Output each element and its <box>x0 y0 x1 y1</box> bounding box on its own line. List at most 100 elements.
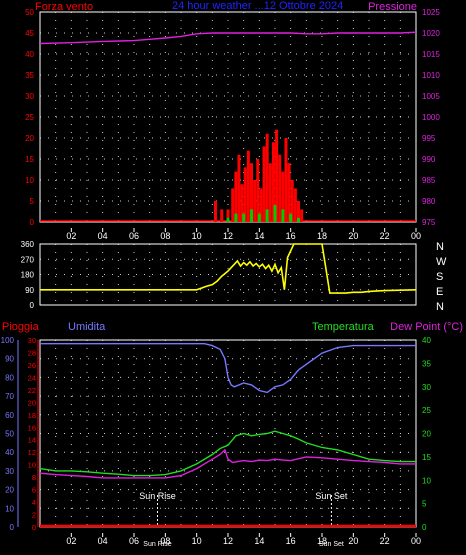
compass-label: E <box>436 286 443 298</box>
y-tick-label-rain: 2 <box>32 511 36 520</box>
dew-point-axis-label: Dew Point (°C) <box>390 321 463 333</box>
y-tick-label-direction: 0 <box>30 301 35 310</box>
rain-humidity-temp-panel: 0102030405060708090100024681012141618202… <box>1 336 432 548</box>
y-tick-label-wind: 0 <box>30 218 35 227</box>
sun-event-tick-label: Sun Rise <box>143 541 172 548</box>
x-tick-label: 16 <box>286 536 296 546</box>
x-tick-label: 14 <box>254 231 264 241</box>
y-tick-label-pressure: 1015 <box>422 50 440 59</box>
chart-title: 24 hour weather ...12 Ottobre 2024 <box>172 0 343 12</box>
temperature-axis-label: Temperatura <box>312 321 375 333</box>
y-tick-label-rain: 26 <box>28 361 36 370</box>
dew-point-line <box>39 448 416 479</box>
y-tick-label-wind: 10 <box>25 176 34 185</box>
y-tick-label-temperature: 40 <box>422 336 431 345</box>
wind-speed-axis-label: Forza vento <box>35 1 93 13</box>
sun-event-label: Sun Set <box>315 491 348 501</box>
y-tick-label-temperature: 0 <box>422 523 427 532</box>
compass-label: S <box>436 271 443 283</box>
sun-event-label: Sun Rise <box>139 491 176 501</box>
y-tick-label-direction: 90 <box>25 286 34 295</box>
y-tick-label-temperature: 15 <box>422 453 431 462</box>
y-tick-label-rain: 18 <box>28 411 36 420</box>
compass-label: N <box>436 301 444 313</box>
y-tick-label-humidity: 80 <box>5 373 14 382</box>
x-tick-label: 12 <box>223 536 233 546</box>
sun-event-tick-label: Sun Set <box>319 541 344 548</box>
y-tick-label-pressure: 1010 <box>422 71 440 80</box>
y-tick-label-wind: 20 <box>25 134 34 143</box>
y-tick-label-wind: 5 <box>30 197 35 206</box>
y-tick-label-rain: 24 <box>28 373 36 382</box>
x-tick-label: 04 <box>98 231 108 241</box>
y-tick-label-pressure: 1025 <box>422 8 440 17</box>
y-tick-label-pressure: 1005 <box>422 92 440 101</box>
y-tick-label-humidity: 60 <box>5 411 14 420</box>
y-tick-label-pressure: 1020 <box>422 29 440 38</box>
x-tick-label: 00 <box>411 536 421 546</box>
x-tick-label: 16 <box>286 231 296 241</box>
y-tick-label-pressure: 1000 <box>422 113 440 122</box>
y-tick-label-humidity: 20 <box>5 486 14 495</box>
y-tick-label-pressure: 985 <box>422 176 436 185</box>
wind-pressure-panel: 0510152025303540455097598098599099510001… <box>25 8 440 241</box>
x-tick-label: 06 <box>129 536 139 546</box>
y-tick-label-rain: 8 <box>32 473 36 482</box>
y-tick-label-temperature: 20 <box>422 430 431 439</box>
y-tick-label-wind: 40 <box>25 50 34 59</box>
y-tick-label-rain: 28 <box>28 348 36 357</box>
x-tick-label: 00 <box>411 231 421 241</box>
pressure-line <box>39 31 417 45</box>
x-tick-label: 10 <box>192 536 202 546</box>
rain-axis-label: Pioggia <box>2 321 40 333</box>
humidity-line <box>40 343 416 394</box>
pressure-axis-label: Pressione <box>368 1 417 13</box>
x-tick-label: 08 <box>160 231 170 241</box>
y-tick-label-rain: 4 <box>32 498 36 507</box>
y-tick-label-humidity: 100 <box>1 336 15 345</box>
y-tick-label-rain: 0 <box>32 523 36 532</box>
y-tick-label-temperature: 10 <box>422 476 431 485</box>
y-tick-label-rain: 6 <box>32 486 36 495</box>
y-tick-label-pressure: 980 <box>422 197 436 206</box>
y-tick-label-rain: 30 <box>28 336 36 345</box>
y-tick-label-temperature: 35 <box>422 359 431 368</box>
x-tick-label: 20 <box>348 231 358 241</box>
y-tick-label-pressure: 990 <box>422 155 436 164</box>
y-tick-label-rain: 20 <box>28 398 36 407</box>
y-tick-label-rain: 22 <box>28 386 36 395</box>
x-tick-label: 18 <box>317 231 327 241</box>
x-tick-label: 08 <box>160 536 170 546</box>
y-tick-label-pressure: 995 <box>422 134 436 143</box>
y-tick-label-wind: 25 <box>25 113 34 122</box>
y-tick-label-temperature: 5 <box>422 500 427 509</box>
y-tick-label-humidity: 40 <box>5 448 14 457</box>
x-tick-label: 10 <box>192 231 202 241</box>
y-tick-label-humidity: 10 <box>5 504 14 513</box>
y-tick-label-rain: 14 <box>28 436 36 445</box>
y-tick-label-temperature: 25 <box>422 406 431 415</box>
y-tick-label-humidity: 0 <box>10 523 15 532</box>
y-tick-label-humidity: 30 <box>5 467 14 476</box>
x-tick-label: 14 <box>254 536 264 546</box>
compass-label: N <box>436 241 444 253</box>
y-tick-label-wind: 35 <box>25 71 34 80</box>
wind-direction-line <box>40 243 417 294</box>
y-tick-label-humidity: 70 <box>5 392 14 401</box>
y-tick-label-direction: 180 <box>21 271 35 280</box>
y-tick-label-rain: 10 <box>28 461 36 470</box>
temperature-line <box>39 430 416 477</box>
y-tick-label-wind: 30 <box>25 92 34 101</box>
y-tick-label-temperature: 30 <box>422 383 431 392</box>
x-tick-label: 12 <box>223 231 233 241</box>
x-tick-label: 20 <box>348 536 358 546</box>
y-tick-label-humidity: 50 <box>5 430 14 439</box>
x-tick-label: 04 <box>98 536 108 546</box>
y-tick-label-rain: 16 <box>28 423 36 432</box>
x-tick-label: 02 <box>66 536 76 546</box>
x-tick-label: 06 <box>129 231 139 241</box>
humidity-axis-label: Umidita <box>68 321 106 333</box>
